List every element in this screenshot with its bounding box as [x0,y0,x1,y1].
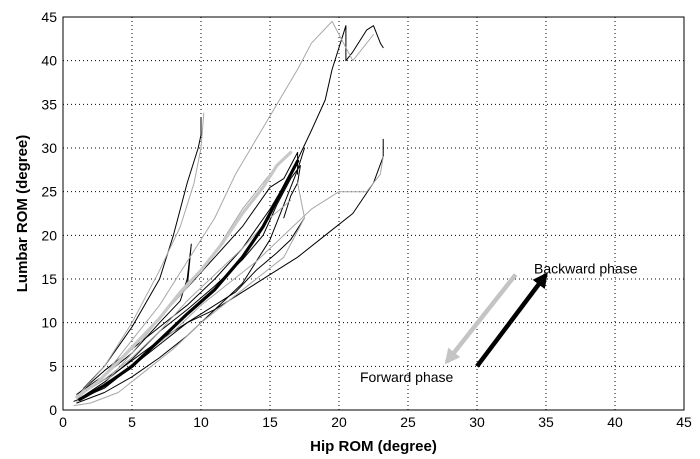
x-tick-label: 20 [331,414,347,430]
series-line-2 [79,25,384,393]
series-line-12 [73,182,305,407]
y-tick-label: 45 [41,9,57,25]
y-tick-label: 25 [41,184,57,200]
forward-phase-label: Forward phase [360,369,454,385]
x-tick-label: 15 [262,414,278,430]
tick-layer: 0 5 10 15 20 25 30 35 40 45 0 5 10 15 20 25 30 35 40 45 [41,9,692,430]
y-tick-label: 30 [41,140,57,156]
y-tick-label: 5 [49,358,57,374]
y-tick-label: 0 [49,402,57,418]
x-tick-label: 30 [469,414,485,430]
y-tick-label: 35 [41,96,57,112]
backward-phase-label: Backward phase [534,261,638,277]
y-axis-label: Lumbar ROM (degree) [14,135,31,293]
series-line-1 [79,165,301,400]
x-tick-label: 5 [128,414,136,430]
y-tick-label: 15 [41,271,57,287]
grid-lines [63,17,684,410]
y-tick-label: 20 [41,227,57,243]
x-axis-label: Hip ROM (degree) [310,438,437,455]
x-tick-label: 0 [59,414,67,430]
series-line-6 [76,217,305,398]
series-line-14 [78,159,300,402]
series-line-8 [76,151,292,402]
x-tick-label: 45 [676,414,692,430]
x-tick-label: 35 [538,414,554,430]
series-line-9 [76,112,205,398]
x-tick-label: 25 [400,414,416,430]
backward-phase-arrow [475,272,548,368]
series-line-3 [83,116,202,389]
series-line-11 [76,20,374,400]
y-tick-label: 10 [41,315,57,331]
forward-phase-arrow [444,273,518,365]
y-tick-label: 40 [41,53,57,69]
x-tick-label: 10 [193,414,209,430]
series-line-15 [75,150,293,399]
series-line-7 [76,147,305,404]
plot-frame [62,16,685,411]
x-tick-label: 40 [607,414,623,430]
series-layer [73,20,384,407]
arrow-layer: Backward phase Forward phase [360,261,638,385]
